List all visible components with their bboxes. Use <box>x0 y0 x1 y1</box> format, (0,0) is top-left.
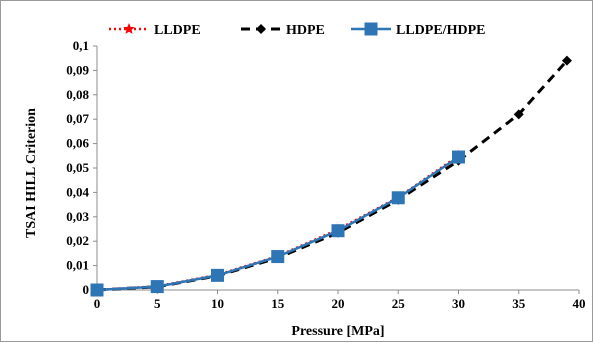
x-tick-label: 20 <box>332 296 345 311</box>
y-tick-label: 0,01 <box>66 258 89 273</box>
series-line-lldpe <box>96 154 460 292</box>
data-point-hdpe <box>513 109 524 120</box>
legend-marker <box>123 23 135 34</box>
x-tick-label: 35 <box>512 296 526 311</box>
series-lldpe <box>91 149 465 295</box>
legend-label: HDPE <box>286 23 325 38</box>
legend-marker <box>364 22 378 36</box>
x-tick-label: 30 <box>452 296 465 311</box>
y-tick-label: 0,08 <box>66 87 89 102</box>
x-tick-label: 5 <box>154 296 161 311</box>
x-tick-label: 10 <box>211 296 224 311</box>
legend-item-lldpe-hdpe: LLDPE/HDPE <box>351 22 485 38</box>
series-line-lldpe-hdpe <box>96 155 460 292</box>
y-tick-label: 0 <box>83 282 90 297</box>
y-tick-label: 0,07 <box>66 111 89 126</box>
x-tick-label: 40 <box>573 296 586 311</box>
x-axis-title: Pressure [MPa] <box>291 324 384 339</box>
legend-item-lldpe: LLDPE <box>109 23 201 38</box>
x-tick-label: 25 <box>392 296 406 311</box>
data-point-lldpe-hdpe <box>211 268 224 282</box>
legend-item-hdpe: HDPE <box>241 23 325 38</box>
data-point-lldpe-hdpe <box>271 250 285 264</box>
y-tick-label: 0,06 <box>66 136 89 151</box>
legend-marker <box>256 24 266 34</box>
series-lldpe-hdpe <box>90 150 465 297</box>
series-hdpe <box>92 55 572 295</box>
y-tick-label: 0,1 <box>73 38 89 53</box>
y-axis-title: TSAI HILL Criterion <box>24 108 39 238</box>
legend-label: LLDPE/HDPE <box>396 23 485 38</box>
data-point-lldpe-hdpe <box>90 283 104 297</box>
x-tick-label: 15 <box>271 296 285 311</box>
y-tick-label: 0,04 <box>66 184 89 199</box>
y-tick-label: 0,02 <box>66 233 89 248</box>
data-point-lldpe-hdpe <box>331 224 345 238</box>
y-tick-label: 0,05 <box>66 160 89 175</box>
legend-label: LLDPE <box>154 23 201 38</box>
y-tick-label: 0,09 <box>66 62 89 77</box>
y-tick-label: 0,03 <box>66 209 89 224</box>
data-point-lldpe-hdpe <box>391 191 405 205</box>
x-tick-label: 0 <box>94 296 101 311</box>
series-line-hdpe <box>96 59 569 292</box>
data-point-hdpe <box>561 55 572 66</box>
data-point-lldpe-hdpe <box>150 280 164 294</box>
data-point-lldpe-hdpe <box>452 150 465 164</box>
